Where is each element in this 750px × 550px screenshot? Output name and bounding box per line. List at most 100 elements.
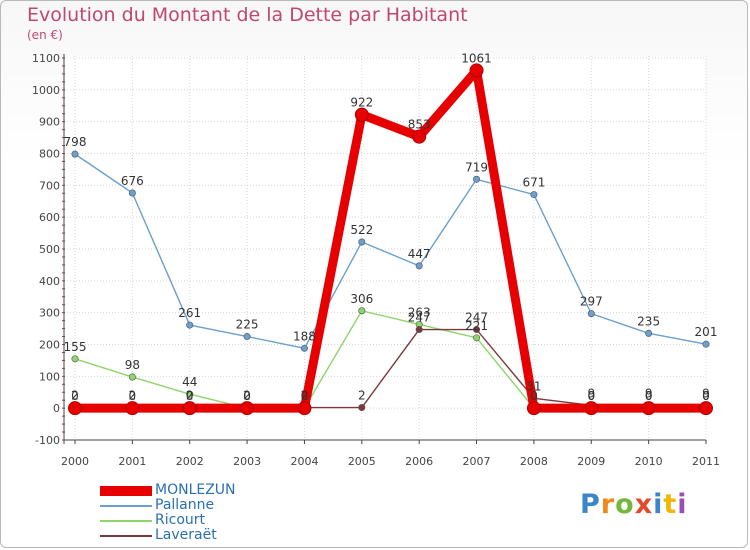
x-tick-label: 2005 — [348, 455, 376, 468]
data-label-pallanne: 235 — [637, 314, 660, 328]
chart-title: Evolution du Montant de la Dette par Hab… — [27, 4, 468, 26]
data-label-monlezun: 0 — [530, 389, 538, 403]
x-tick-label: 2008 — [520, 455, 548, 468]
data-point-monlezun — [584, 401, 599, 416]
data-point-pallanne — [645, 329, 653, 337]
x-tick-label: 2011 — [692, 455, 720, 468]
legend-label-monlezun: MONLEZUN — [155, 482, 236, 498]
data-point-laverat — [473, 326, 481, 334]
data-label-ricourt: 0 — [301, 389, 309, 403]
data-label-pallanne: 447 — [408, 247, 431, 261]
data-label-laverat: 9 — [587, 386, 595, 400]
x-tick-label: 2006 — [405, 455, 433, 468]
data-label-pallanne: 297 — [580, 295, 603, 309]
y-tick-label: 400 — [39, 275, 60, 288]
data-point-monlezun — [240, 401, 255, 416]
data-label-ricourt: 0 — [587, 389, 595, 403]
data-label-monlezun: 0 — [243, 389, 251, 403]
data-point-monlezun — [699, 401, 713, 416]
logo-letter: r — [600, 489, 616, 520]
x-tick-label: 2002 — [176, 455, 204, 468]
data-point-monlezun — [297, 401, 312, 416]
x-tick-label: 2009 — [577, 455, 605, 468]
data-label-monlezun: 0 — [186, 389, 194, 403]
y-tick-label: 800 — [39, 148, 60, 161]
data-label-pallanne: 201 — [695, 325, 718, 339]
y-tick-label: 700 — [39, 179, 60, 192]
data-label-pallanne: 522 — [350, 223, 373, 237]
data-label-monlezun: 0 — [645, 389, 653, 403]
data-label-pallanne: 719 — [465, 160, 488, 174]
data-point-pallanne — [128, 189, 136, 197]
proxiti-logo: Proxiti — [580, 489, 688, 520]
data-label-ricourt: 0 — [645, 389, 653, 403]
data-point-monlezun — [412, 129, 427, 144]
data-point-laverat — [415, 326, 423, 334]
data-label-monlezun: 0 — [71, 389, 79, 403]
data-label-pallanne: 676 — [121, 174, 144, 188]
data-label-ricourt: 155 — [64, 340, 87, 354]
plot-area — [64, 56, 706, 440]
x-tick-label: 2007 — [463, 455, 491, 468]
y-tick-label: 500 — [39, 243, 60, 256]
data-point-ricourt — [186, 390, 194, 398]
legend-label-laveraet: Laveraët — [155, 527, 217, 543]
data-label-laverat: 2 — [301, 389, 309, 403]
data-point-monlezun — [641, 401, 656, 416]
data-label-monlezun: 922 — [350, 96, 373, 110]
legend-label-ricourt: Ricourt — [155, 512, 205, 528]
data-point-pallanne — [702, 340, 710, 348]
data-point-monlezun — [125, 401, 140, 416]
data-label-pallanne: 671 — [522, 176, 545, 190]
data-label-pallanne: 188 — [293, 329, 316, 343]
y-tick-label: 0 — [53, 402, 60, 415]
data-label-ricourt: 221 — [465, 319, 488, 333]
data-point-ricourt — [128, 373, 136, 381]
data-label-laverat: 31 — [526, 379, 541, 393]
data-label-pallanne: 261 — [178, 306, 201, 320]
data-point-pallanne — [71, 150, 79, 158]
data-label-ricourt: 306 — [350, 292, 373, 306]
legend-swatch-laveraet — [100, 528, 152, 543]
y-tick-label: 1000 — [32, 84, 60, 97]
data-point-pallanne — [300, 344, 308, 352]
data-label-monlezun: 0 — [587, 389, 595, 403]
data-label-monlezun: 0 — [702, 389, 710, 403]
y-tick-label: 100 — [39, 370, 60, 383]
data-label-monlezun: 1061 — [461, 51, 492, 65]
series-line-pallanne — [74, 153, 707, 350]
chart-subtitle: (en €) — [27, 28, 63, 42]
data-label-ricourt: 0 — [530, 389, 538, 403]
x-tick-label: 2003 — [233, 455, 261, 468]
data-point-laverat — [358, 404, 366, 412]
y-tick-label: -100 — [35, 434, 60, 447]
logo-letter: t — [663, 489, 678, 520]
data-label-monlezun: 853 — [408, 118, 431, 132]
y-tick-label: 1100 — [32, 52, 60, 65]
data-point-pallanne — [587, 310, 595, 318]
logo-letter: i — [653, 489, 664, 520]
x-tick-label: 2001 — [118, 455, 146, 468]
legend-label-pallanne: Pallanne — [155, 497, 215, 513]
data-label-laverat: 2 — [71, 389, 79, 403]
data-point-monlezun — [182, 401, 197, 416]
data-label-ricourt: 0 — [243, 389, 251, 403]
data-label-ricourt: 263 — [408, 305, 431, 319]
data-label-laverat: 247 — [408, 311, 431, 325]
data-point-pallanne — [530, 191, 538, 199]
data-label-laverat: 2 — [243, 389, 251, 403]
data-label-ricourt: 98 — [125, 358, 140, 372]
data-point-pallanne — [358, 238, 366, 246]
legend-swatch-monlezun — [100, 483, 152, 498]
data-point-ricourt — [473, 334, 481, 342]
data-label-laverat: 2 — [129, 389, 137, 403]
data-label-laverat: 9 — [645, 386, 653, 400]
data-point-pallanne — [243, 333, 251, 341]
y-tick-label: 300 — [39, 307, 60, 320]
data-label-laverat: 247 — [465, 311, 488, 325]
logo-letter: o — [615, 489, 635, 520]
data-label-pallanne: 225 — [236, 318, 259, 332]
data-label-ricourt: 0 — [702, 389, 710, 403]
legend-swatch-pallanne — [100, 498, 152, 513]
data-point-ricourt — [358, 307, 366, 315]
